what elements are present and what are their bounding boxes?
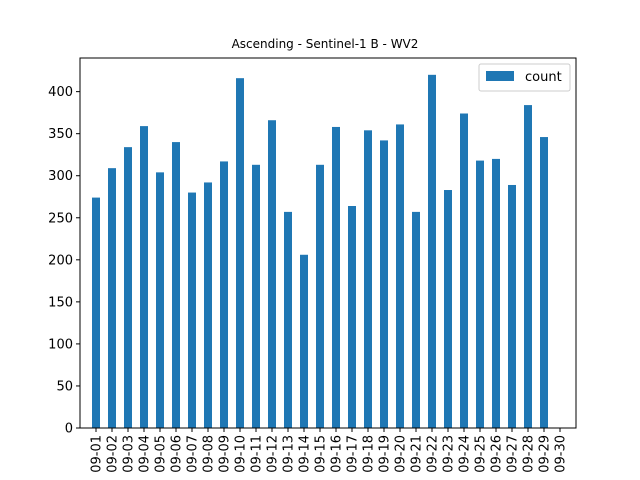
bar-09-06 — [172, 142, 180, 428]
y-tick-label: 400 — [48, 85, 73, 100]
y-axis: 0 50 100 150 200 250 300 350 400 — [48, 85, 80, 437]
bar-09-15 — [316, 164, 324, 429]
x-tick-label: 09-19 — [378, 435, 393, 473]
bar-09-21 — [412, 211, 420, 428]
bar-09-22 — [428, 74, 436, 428]
legend: count — [478, 63, 571, 92]
chart-title: Ascending - Sentinel-1 B - WV2 — [232, 37, 419, 51]
y-tick-label: 0 — [65, 422, 73, 437]
x-tick-label: 09-21 — [410, 435, 425, 473]
x-tick-label: 09-18 — [362, 435, 377, 473]
bar-09-05 — [156, 172, 164, 428]
bar-09-24 — [460, 113, 468, 428]
x-tick-label: 09-29 — [538, 435, 553, 473]
x-tick-label: 09-20 — [394, 435, 409, 473]
y-tick-label: 50 — [56, 379, 73, 394]
bar-09-27 — [508, 184, 516, 428]
x-tick-label: 09-23 — [442, 435, 457, 473]
x-tick-label: 09-05 — [154, 435, 169, 473]
bar-09-02 — [108, 168, 116, 428]
bar-09-13 — [284, 211, 292, 428]
x-tick-label: 09-27 — [506, 435, 521, 473]
x-tick-label: 09-22 — [426, 435, 441, 473]
x-tick-label: 09-04 — [138, 435, 153, 473]
y-tick-label: 300 — [48, 169, 73, 184]
x-tick-label: 09-16 — [330, 435, 345, 473]
plot-frame — [79, 57, 577, 429]
x-tick-label: 09-26 — [490, 435, 505, 473]
bar-09-16 — [332, 126, 340, 428]
x-tick-label: 09-12 — [266, 435, 281, 473]
bar-09-08 — [204, 182, 212, 428]
bar-09-28 — [524, 105, 532, 428]
x-tick-label: 09-14 — [298, 435, 313, 473]
x-tick-label: 09-17 — [346, 435, 361, 473]
x-tick-label: 09-08 — [202, 435, 217, 473]
bars-group — [92, 74, 548, 429]
bar-09-01 — [92, 197, 100, 428]
x-tick-label: 09-06 — [170, 435, 185, 473]
bar-09-04 — [140, 126, 148, 429]
bar-09-12 — [268, 120, 276, 428]
bar-09-03 — [124, 147, 132, 428]
x-tick-label: 09-03 — [122, 435, 137, 473]
x-axis: 09-01 09-02 09-03 09-04 09-05 09-06 09-07 09-08… — [90, 428, 569, 473]
y-tick-label: 100 — [48, 337, 73, 352]
bar-09-26 — [492, 158, 500, 428]
bar-09-09 — [220, 161, 228, 428]
x-tick-label: 09-01 — [90, 435, 105, 473]
x-tick-label: 09-15 — [314, 435, 329, 473]
legend-swatch — [486, 71, 514, 81]
x-tick-label: 09-30 — [554, 435, 569, 473]
x-tick-label: 09-09 — [218, 435, 233, 473]
bar-09-10 — [236, 78, 244, 429]
y-tick-label: 350 — [48, 127, 73, 142]
bar-09-19 — [380, 140, 388, 428]
x-tick-label: 09-25 — [474, 435, 489, 473]
x-tick-label: 09-10 — [234, 435, 249, 473]
x-tick-label: 09-02 — [106, 435, 121, 473]
bar-09-29 — [540, 137, 548, 429]
bar-09-25 — [476, 160, 484, 428]
y-tick-label: 200 — [48, 253, 73, 268]
bar-09-07 — [188, 192, 196, 428]
legend-box — [478, 63, 571, 92]
y-tick-label: 250 — [48, 211, 73, 226]
legend-label: count — [525, 70, 562, 85]
x-tick-label: 09-24 — [458, 435, 473, 473]
bar-09-18 — [364, 130, 372, 428]
x-tick-label: 09-28 — [522, 435, 537, 473]
y-tick-label: 150 — [48, 295, 73, 310]
x-tick-label: 09-07 — [186, 435, 201, 473]
bar-09-23 — [444, 190, 452, 428]
x-tick-label: 09-13 — [282, 435, 297, 473]
x-tick-label: 09-11 — [250, 435, 265, 473]
bar-09-20 — [396, 124, 404, 429]
bar-09-14 — [300, 254, 308, 428]
bar-09-11 — [252, 164, 260, 429]
bar-09-17 — [348, 206, 356, 428]
